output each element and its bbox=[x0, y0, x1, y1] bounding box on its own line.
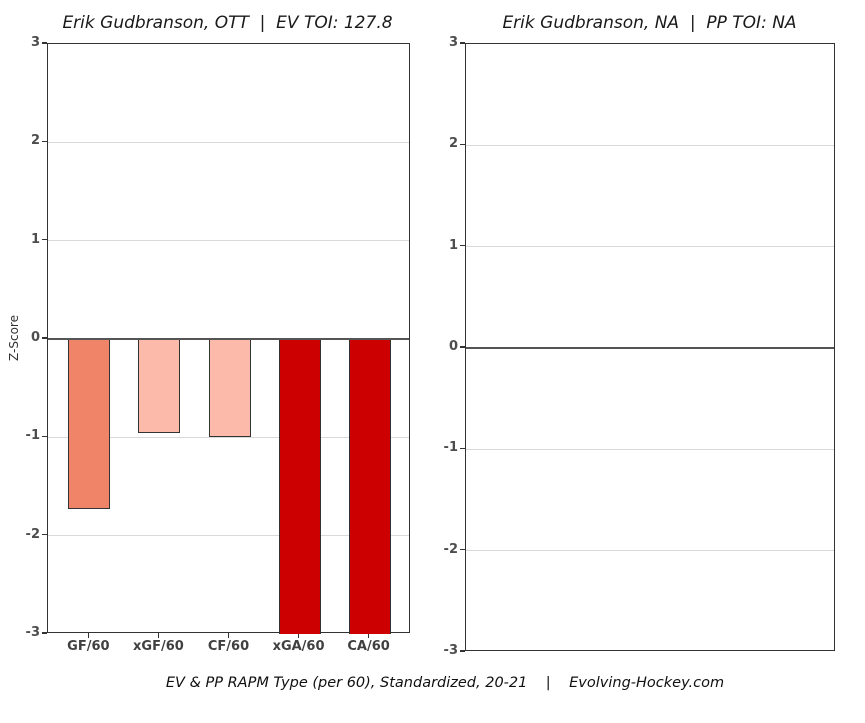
x-tick-mark bbox=[227, 633, 230, 638]
y-tick-label: 1 bbox=[30, 231, 40, 247]
x-tick-mark bbox=[87, 633, 90, 638]
y-tick-mark bbox=[460, 42, 465, 44]
gridline bbox=[48, 436, 409, 438]
gridline bbox=[466, 550, 834, 552]
y-tick-mark bbox=[460, 548, 465, 551]
gridline bbox=[466, 448, 834, 450]
y-tick-mark bbox=[460, 447, 465, 450]
figure-caption: EV & PP RAPM Type (per 60), Standardized… bbox=[165, 675, 725, 691]
right-panel-title: Erik Gudbranson, NA | PP TOI: NA bbox=[502, 13, 797, 33]
left-panel-title: Erik Gudbranson, OTT | EV TOI: 127.8 bbox=[62, 13, 393, 33]
bar-xgf-60 bbox=[138, 339, 181, 434]
y-tick-mark bbox=[460, 346, 465, 348]
y-tick-mark bbox=[42, 42, 47, 44]
y-tick-mark bbox=[42, 632, 47, 634]
y-tick-label: 2 bbox=[448, 136, 458, 152]
zero-line bbox=[48, 338, 409, 340]
y-tick-label: -1 bbox=[25, 428, 40, 444]
bar-gf-60 bbox=[68, 339, 111, 510]
x-tick-label: xGF/60 bbox=[133, 639, 184, 654]
y-tick-label: 0 bbox=[448, 339, 458, 354]
gridline bbox=[48, 535, 409, 537]
zero-line bbox=[466, 347, 834, 349]
x-tick-label: CF/60 bbox=[207, 639, 250, 654]
x-tick-mark bbox=[367, 633, 370, 638]
y-tick-label: 0 bbox=[30, 330, 40, 345]
y-tick-mark bbox=[460, 143, 465, 146]
gridline bbox=[466, 246, 834, 248]
x-tick-label: xGA/60 bbox=[272, 639, 325, 654]
y-tick-mark bbox=[42, 533, 47, 536]
x-tick-mark bbox=[297, 633, 300, 638]
y-tick-label: 3 bbox=[30, 35, 40, 50]
y-tick-label: -3 bbox=[25, 625, 40, 640]
bar-xga-60 bbox=[278, 339, 321, 634]
y-tick-mark bbox=[42, 337, 47, 339]
y-tick-label: 3 bbox=[448, 35, 458, 50]
gridline bbox=[466, 144, 834, 146]
y-tick-mark bbox=[460, 244, 465, 247]
ev-rapm-panel bbox=[47, 43, 410, 634]
x-tick-label: CA/60 bbox=[347, 639, 390, 654]
bar-cf-60 bbox=[208, 339, 251, 438]
y-tick-mark bbox=[460, 650, 465, 652]
x-tick-mark bbox=[157, 633, 160, 638]
y-tick-label: -1 bbox=[443, 440, 458, 456]
y-tick-label: -2 bbox=[443, 541, 458, 557]
x-tick-label: GF/60 bbox=[67, 639, 110, 654]
y-tick-mark bbox=[42, 435, 47, 438]
pp-rapm-panel bbox=[465, 43, 835, 651]
gridline bbox=[48, 240, 409, 242]
y-tick-label: 2 bbox=[30, 133, 40, 149]
y-tick-mark bbox=[42, 140, 47, 143]
bar-ca-60 bbox=[348, 339, 391, 634]
gridline bbox=[48, 141, 409, 143]
y-tick-label: -3 bbox=[443, 643, 458, 658]
y-tick-label: -2 bbox=[25, 526, 40, 542]
y-tick-label: 1 bbox=[448, 237, 458, 253]
y-tick-mark bbox=[42, 238, 47, 241]
